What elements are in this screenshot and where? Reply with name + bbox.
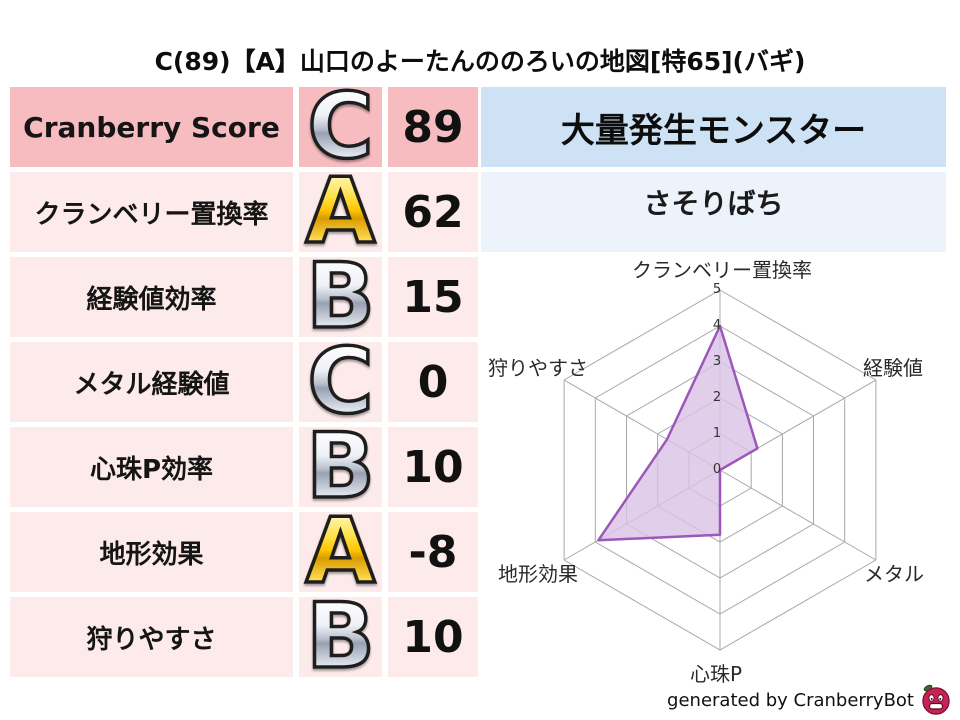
score-value: 10	[388, 597, 478, 677]
grade-badge-icon: B	[304, 244, 376, 349]
monster-panel: 大量発生モンスター さそりばち	[481, 87, 946, 252]
score-value: 15	[388, 257, 478, 337]
radar-tick-label: 3	[713, 354, 721, 369]
score-row: 心珠P効率 B 10	[10, 414, 478, 519]
radar-spoke	[719, 469, 877, 561]
radar-tick-label: 2	[713, 390, 721, 405]
score-row: 狩りやすさ B 10	[10, 584, 478, 689]
grade-badge-icon: C	[306, 74, 376, 179]
grade-badge-icon: A	[304, 159, 377, 264]
radar-axis-label: 狩りやすさ	[488, 356, 588, 380]
score-row: クランベリー置換率 A 62	[10, 159, 478, 264]
score-row: Cranberry Score C 89	[10, 74, 478, 179]
radar-tick-label: 1	[713, 426, 721, 441]
radar-axis-label: クランベリー置換率	[632, 258, 812, 282]
score-row-label: 地形効果	[10, 512, 293, 592]
radar-axis-label: 地形効果	[498, 562, 578, 586]
grade-cell: B	[299, 584, 382, 689]
monster-name: さそりばち	[481, 172, 946, 252]
grade-badge-icon: B	[304, 414, 376, 519]
radar-tick-label: 4	[713, 318, 721, 333]
score-value: -8	[388, 512, 478, 592]
score-value: 89	[388, 87, 478, 167]
grade-badge-icon: B	[304, 584, 376, 689]
score-table: Cranberry Score C 89 クランベリー置換率 A 62 経験値効…	[10, 74, 478, 689]
score-row-label: クランベリー置換率	[10, 172, 293, 252]
score-value: 10	[388, 427, 478, 507]
page-title: C(89)【A】山口のよーたんののろいの地図[特65](バギ)	[154, 47, 806, 76]
radar-axis-label: メタル	[864, 562, 924, 586]
grade-cell: B	[299, 244, 382, 349]
radar-tick-label: 5	[713, 282, 721, 297]
cranberry-bot-icon	[922, 684, 950, 715]
monster-panel-header: 大量発生モンスター	[481, 87, 946, 167]
grade-cell: C	[299, 74, 382, 179]
footer: generated by CranberryBot	[667, 683, 952, 717]
score-row: 経験値効率 B 15	[10, 244, 478, 349]
score-row-label: Cranberry Score	[10, 87, 293, 167]
score-row-label: 狩りやすさ	[10, 597, 293, 677]
score-value: 0	[388, 342, 478, 422]
radar-axis-label: 経験値	[863, 356, 923, 380]
score-row-label: 経験値効率	[10, 257, 293, 337]
score-row-label: 心珠P効率	[10, 427, 293, 507]
radar-tick-label: 0	[713, 462, 721, 477]
score-row: メタル経験値 C 0	[10, 329, 478, 434]
score-row: 地形効果 A -8	[10, 499, 478, 604]
radar-data-polygon	[597, 324, 759, 542]
footer-credit-text: generated by CranberryBot	[667, 689, 914, 711]
grade-cell: A	[299, 159, 382, 264]
score-row-label: メタル経験値	[10, 342, 293, 422]
grade-cell: B	[299, 414, 382, 519]
grade-badge-icon: A	[304, 499, 377, 604]
grade-cell: A	[299, 499, 382, 604]
radar-axis-label: 心珠P	[690, 662, 742, 686]
grade-badge-icon: C	[306, 329, 376, 434]
score-value: 62	[388, 172, 478, 252]
grade-cell: C	[299, 329, 382, 434]
